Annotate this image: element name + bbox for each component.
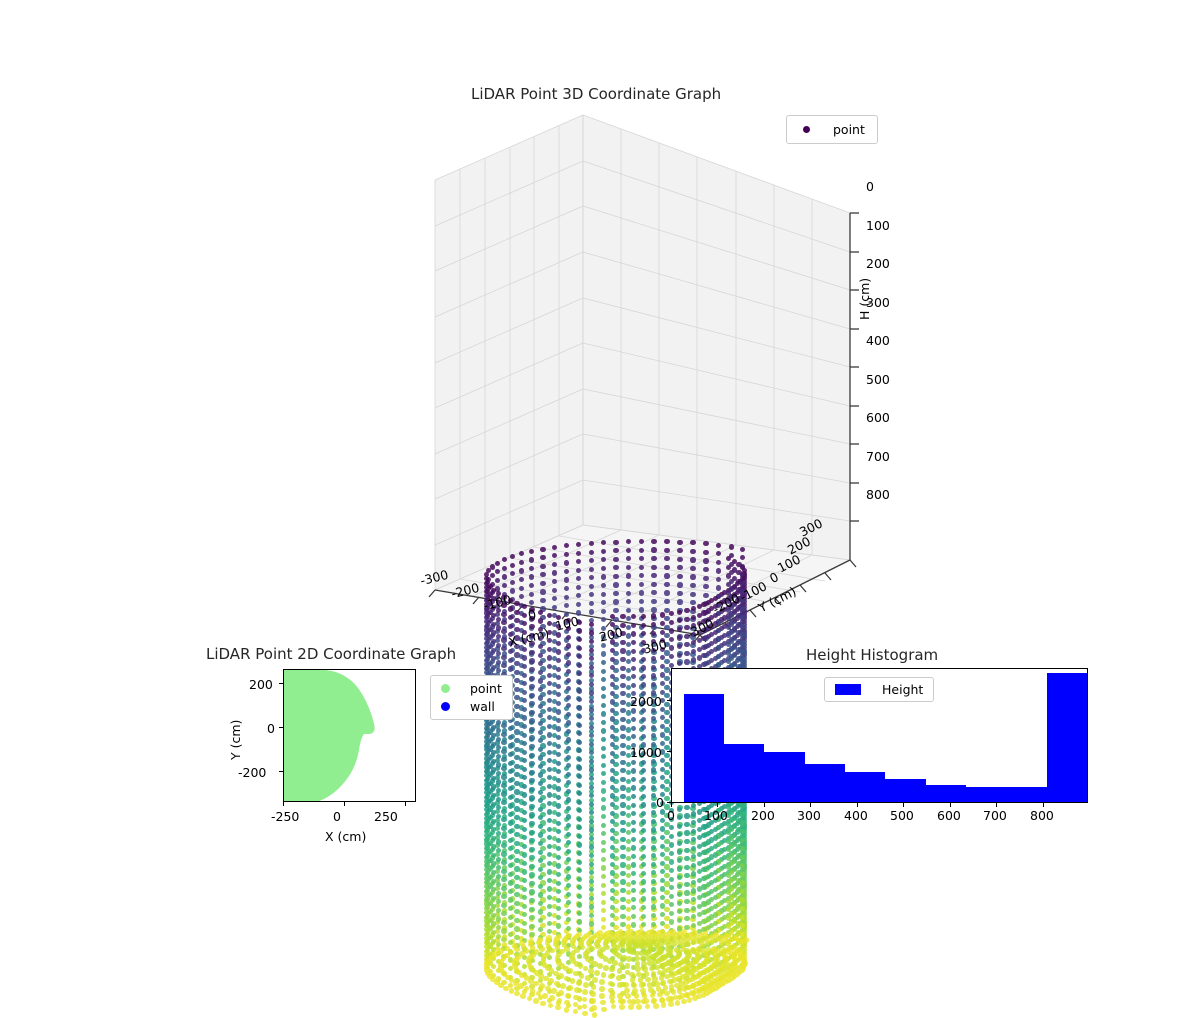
legend-label-point-2d: point [470,681,502,696]
histogram-bar [1006,786,1047,802]
plot2d-xtickmark-2 [405,802,406,806]
plot2d-xtick-2: 250 [374,809,398,824]
plot2d-title: LiDAR Point 2D Coordinate Graph [206,645,457,663]
hist-xtick-6: 600 [937,808,961,823]
histogram-bar [885,778,926,802]
histogram-bar [925,784,966,802]
hist-ytick-2: 2000 [630,694,662,709]
plot3d-ztick-7: 700 [866,449,890,464]
point-marker-icon [441,684,450,693]
histogram-bar [965,786,1007,802]
hist-xtickmark-6 [950,803,951,807]
legend-item-point[interactable]: point [799,122,865,137]
histogram-bars [672,669,1087,802]
hist-ytick-0: 0 [656,795,664,810]
hist-xtickmark-8 [1043,803,1044,807]
hist-xtickmark-0 [671,803,672,807]
hist-xtick-1: 100 [704,808,728,823]
plot3d-ztick-4: 400 [866,333,890,348]
plot3d-ztick-6: 600 [866,410,890,425]
wall-marker-icon [441,702,450,711]
hist-xtickmark-5 [903,803,904,807]
plot3d-zlabel: H (cm) [857,277,872,320]
hist-xtickmark-3 [810,803,811,807]
plot2d-legend[interactable]: point wall [430,675,513,720]
plot3d-ztick-8: 800 [866,487,890,502]
plot2d-ytickmark-0 [279,771,283,772]
plot2d-xtick-0: -250 [271,809,300,824]
legend-label-wall: wall [470,699,495,714]
legend-label-point: point [833,122,865,137]
histogram-bar [683,694,724,802]
hist-ytickmark-0 [667,802,671,803]
plot3d-title: LiDAR Point 3D Coordinate Graph [471,85,722,103]
plot2d-ytick-2: 200 [249,677,273,692]
legend-item-point-2d[interactable]: point [441,681,502,696]
plot3d-legend[interactable]: point [786,115,878,144]
hist-xtick-5: 500 [890,808,914,823]
legend-label-height: Height [882,682,924,697]
plot2d-xtickmark-1 [344,802,345,806]
plot2d-ylabel: Y (cm) [228,719,243,760]
plot3d-ztick-5: 500 [866,372,890,387]
plot2d-xtick-1: 0 [333,809,341,824]
hist-xtickmark-1 [717,803,718,807]
hist-xtickmark-4 [857,803,858,807]
histogram-bar [723,743,765,802]
plot3d-xtick-3: 0 [526,606,538,623]
hist-xtick-4: 400 [844,808,868,823]
height-swatch-icon [835,684,861,695]
histogram-bar [1046,673,1087,802]
hist-ytick-1: 1000 [630,745,662,760]
legend-item-wall[interactable]: wall [441,699,502,714]
hist-ytickmark-2 [667,700,671,701]
histogram-legend[interactable]: Height [824,677,935,702]
plot2d-ytick-1: 0 [267,721,275,736]
plot3d-ztick-0: 0 [866,179,874,194]
plot2d-xlabel: X (cm) [325,829,367,844]
plot2d-point-region [284,670,375,801]
plot3d-ztick-1: 100 [866,218,890,233]
plot3d-ztick-3: 300 [866,295,890,310]
hist-ytickmark-1 [667,751,671,752]
histogram-bar [804,764,845,802]
figure-canvas: LiDAR Point 3D Coordinate Graph [206,85,1088,1018]
point-marker-icon [803,126,810,133]
hist-xtick-7: 700 [983,808,1007,823]
legend-item-height[interactable]: Height [835,682,923,697]
plot3d-ztick-2: 200 [866,256,890,271]
hist-xtick-2: 200 [751,808,775,823]
histogram-title: Height Histogram [806,646,939,664]
histogram-bar [844,772,886,802]
plot2d-axes[interactable] [283,669,416,802]
hist-xtickmark-2 [764,803,765,807]
plot2d-ytick-0: -200 [238,765,267,780]
plot3d-panes [428,114,859,643]
histogram-bar [764,751,805,802]
hist-xtickmark-7 [996,803,997,807]
plot2d-ytickmark-2 [279,683,283,684]
hist-xtick-3: 300 [797,808,821,823]
hist-xtick-8: 800 [1030,808,1054,823]
plot2d-ytickmark-1 [279,727,283,728]
hist-xtick-0: 0 [667,808,675,823]
plot2d-xtickmark-0 [283,802,284,806]
